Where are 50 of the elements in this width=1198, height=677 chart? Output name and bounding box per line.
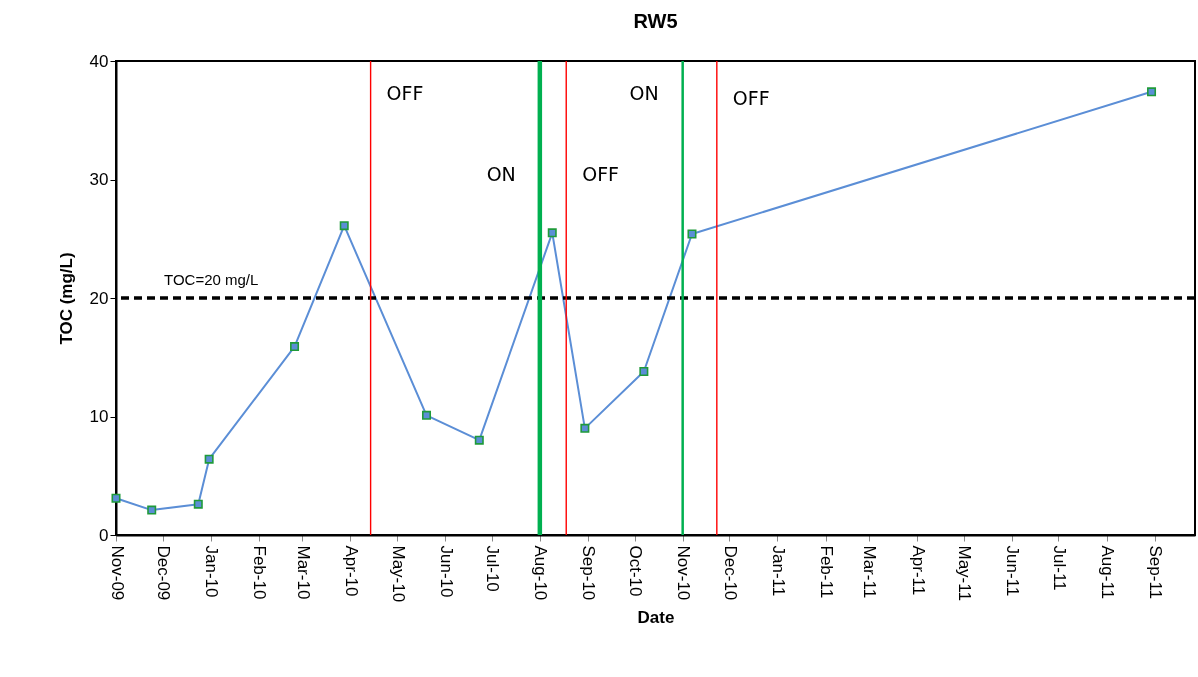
ref-line-label: OFF [582, 162, 620, 185]
x-tick-label: Nov-09 [107, 545, 127, 601]
y-axis-title: TOC (mg/L) [56, 252, 76, 345]
y-tick-label: 0 [99, 525, 109, 545]
x-tick-label: Jun-10 [436, 545, 456, 598]
point [147, 505, 157, 515]
x-tick-label: Jan-10 [202, 545, 222, 598]
x-tick-label: Jun-11 [1003, 545, 1023, 597]
point [290, 342, 300, 352]
point [111, 493, 121, 503]
x-tick-label: Aug-10 [531, 545, 551, 601]
point [639, 366, 649, 376]
x-tick-label: Feb-10 [250, 545, 270, 600]
point [474, 435, 484, 445]
y-tick-label: 40 [89, 51, 109, 71]
x-tick-label: Jul-11 [1049, 545, 1069, 591]
ref-line-label: ON [486, 162, 516, 185]
ref-line-label: ON [629, 82, 659, 105]
x-tick-label: Feb-11 [817, 545, 836, 599]
x-tick-label: Apr-11 [908, 545, 928, 596]
point [422, 410, 432, 420]
x-tick-label: Apr-10 [341, 545, 361, 597]
point [339, 221, 349, 231]
point [1147, 87, 1157, 97]
y-tick-label: 20 [89, 288, 109, 308]
point [193, 499, 203, 509]
point [204, 454, 214, 464]
x-tick-label: Mar-11 [860, 545, 880, 599]
ref-line-label: TOC=20 mg/L [164, 271, 259, 288]
x-tick-label: Jan-11 [768, 545, 788, 597]
ref-line-label: OFF [386, 82, 424, 105]
x-tick-label: Aug-11 [1098, 545, 1118, 600]
x-tick-label: Sep-10 [579, 545, 599, 601]
y-tick-label: 30 [89, 170, 109, 189]
x-tick-label: May-11 [955, 545, 975, 601]
chart-title: RW5 [633, 10, 678, 32]
x-tick-label: Jul-10 [483, 545, 503, 592]
point [580, 423, 590, 433]
x-tick-label: May-10 [388, 545, 408, 603]
x-tick-label: Sep-11 [1146, 545, 1166, 600]
x-axis-title: Date [637, 608, 675, 628]
y-tick-label: 10 [89, 407, 109, 426]
point [687, 229, 697, 239]
x-tick-label: Mar-10 [293, 545, 313, 600]
point [547, 228, 557, 238]
ref-line-label: OFF [732, 86, 770, 109]
x-tick-label: Nov-10 [674, 545, 694, 601]
x-tick-label: Dec-09 [154, 545, 174, 601]
x-tick-label: Dec-10 [720, 545, 740, 601]
x-tick-label: Oct-10 [626, 545, 646, 597]
